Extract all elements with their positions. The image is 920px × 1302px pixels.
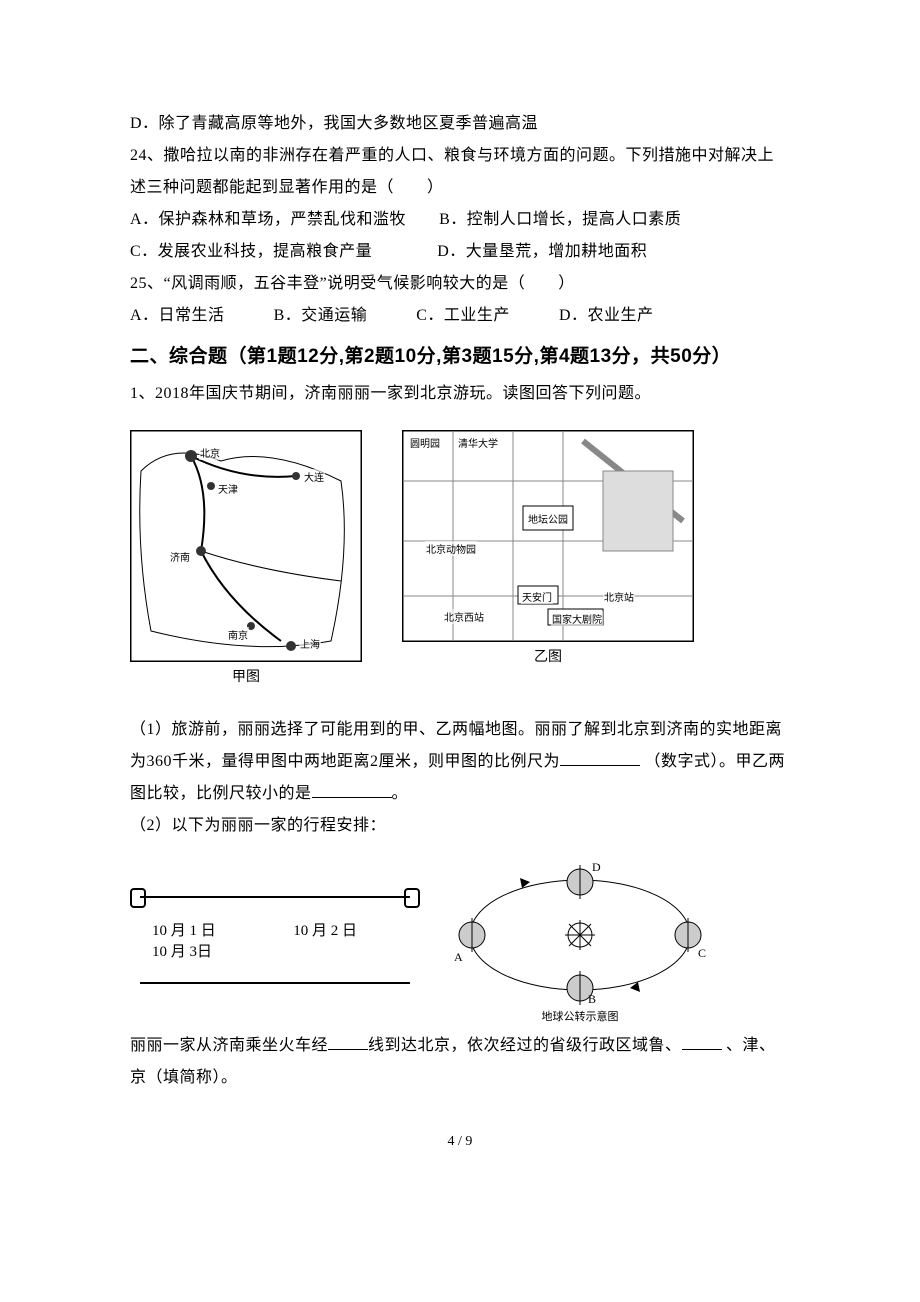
- q24-opt-a: A．保护森林和草场，严禁乱伐和滥牧: [130, 211, 406, 228]
- itinerary-row: 10 月 1 日 10 月 2 日 10 月 3日: [130, 860, 790, 1020]
- q25-stem: 25、“风调雨顺，五谷丰登”说明受气候影响较大的是（ ）: [130, 268, 790, 300]
- orbit-caption: 地球公转示意图: [450, 1008, 710, 1024]
- scroll-body: 10 月 1 日 10 月 2 日 10 月 3日: [140, 896, 410, 984]
- q25-opt-a: A．日常生活: [130, 307, 225, 324]
- blank-rail: [328, 1033, 368, 1050]
- page-number: 4 / 9: [130, 1134, 790, 1150]
- scroll-d1: 10 月 1 日: [152, 923, 216, 939]
- c1-p3-b: 线到达北京，依次经过的省级行政区域鲁、: [368, 1037, 682, 1054]
- caption-jia: 甲图: [232, 666, 260, 686]
- q25-opt-d: D．农业生产: [559, 307, 654, 324]
- q25-opt-c: C．工业生产: [416, 307, 510, 324]
- q24-opt-c: C．发展农业科技，提高粮食产量: [130, 243, 372, 260]
- q24-opt-b: B．控制人口增长，提高人口素质: [439, 211, 681, 228]
- label-zoo: 北京动物园: [425, 541, 477, 556]
- orbit-label-b: B: [588, 992, 596, 1007]
- figure-yi: 圆明园 清华大学 地坛公园 北京动物园 天安门 北京站 北京西站 国家大剧院 乙…: [402, 430, 694, 666]
- label-dalian: 大连: [303, 469, 325, 484]
- c1-p3: 丽丽一家从济南乘坐火车经线到达北京，依次经过的省级行政区域鲁、 、津、京（填简称…: [130, 1030, 790, 1094]
- section-2-heading: 二、综合题（第1题12分,第2题10分,第3题15分,第4题13分，共50分）: [130, 336, 790, 378]
- q23-option-d: D．除了青藏高原等地外，我国大多数地区夏季普遍高温: [130, 108, 790, 140]
- blank-prov: [682, 1033, 722, 1050]
- label-tam: 天安门: [521, 589, 553, 604]
- c1-intro: 1、2018年国庆节期间，济南丽丽一家到北京游玩。读图回答下列问题。: [130, 378, 790, 410]
- label-shanghai: 上海: [299, 636, 321, 651]
- scroll-box: 10 月 1 日 10 月 2 日 10 月 3日: [130, 892, 420, 988]
- label-beijing: 北京: [199, 445, 221, 460]
- orbit-diagram: A B C D 地球公转示意图: [450, 860, 710, 1020]
- label-ymy: 圆明园: [409, 435, 441, 450]
- q25-options: A．日常生活 B．交通运输 C．工业生产 D．农业生产: [130, 300, 790, 332]
- label-bjz: 北京站: [603, 589, 635, 604]
- q24-opt-d: D．大量垦荒，增加耕地面积: [437, 243, 647, 260]
- label-dt: 地坛公园: [527, 511, 569, 526]
- label-gdy: 国家大剧院: [551, 611, 603, 626]
- blank-scale: [560, 749, 640, 766]
- q24-options-row2: C．发展农业科技，提高粮食产量 D．大量垦荒，增加耕地面积: [130, 236, 790, 268]
- blank-smaller: [312, 781, 392, 798]
- label-qh: 清华大学: [457, 435, 499, 450]
- c1-p1: （1）旅游前，丽丽选择了可能用到的甲、乙两幅地图。丽丽了解到北京到济南的实地距离…: [130, 714, 790, 810]
- q24-stem: 24、撒哈拉以南的非洲存在着严重的人口、粮食与环境方面的问题。下列措施中对解决上…: [130, 140, 790, 204]
- c1-p1-c: 。: [392, 785, 409, 802]
- caption-yi: 乙图: [534, 646, 562, 666]
- q25-opt-b: B．交通运输: [274, 307, 368, 324]
- orbit-svg: [450, 860, 710, 1010]
- label-nanjing: 南京: [227, 627, 249, 642]
- c1-p2: （2）以下为丽丽一家的行程安排：: [130, 810, 790, 842]
- label-tianjin: 天津: [217, 481, 239, 496]
- orbit-label-c: C: [698, 946, 706, 961]
- orbit-label-d: D: [592, 860, 601, 875]
- label-bjxz: 北京西站: [443, 609, 485, 624]
- figure-row: 北京 天津 大连 济南 南京 上海 甲图: [130, 430, 790, 686]
- label-jinan: 济南: [169, 549, 191, 564]
- figure-jia: 北京 天津 大连 济南 南京 上海 甲图: [130, 430, 362, 686]
- c1-p3-a: 丽丽一家从济南乘坐火车经: [130, 1037, 328, 1054]
- q24-options-row1: A．保护森林和草场，严禁乱伐和滥牧 B．控制人口增长，提高人口素质: [130, 204, 790, 236]
- scroll-d3: 10 月 3日: [152, 944, 212, 960]
- orbit-label-a: A: [454, 950, 463, 965]
- scroll-d2: 10 月 2 日: [293, 923, 357, 939]
